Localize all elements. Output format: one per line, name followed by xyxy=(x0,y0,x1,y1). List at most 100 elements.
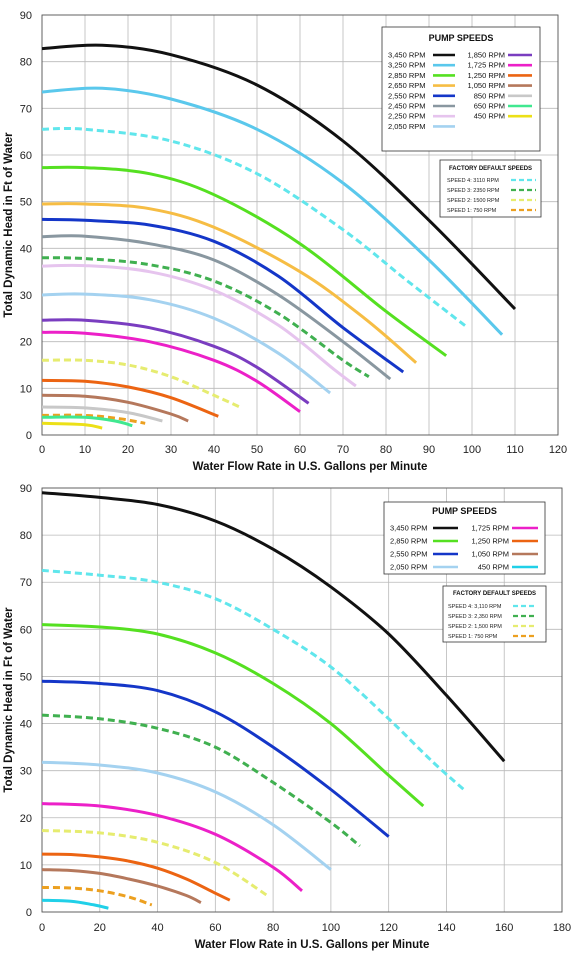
legend-box xyxy=(381,26,541,152)
y-tick-label: 0 xyxy=(26,907,32,919)
y-tick-label: 10 xyxy=(20,860,32,872)
legend-label: 650 RPM xyxy=(474,102,505,111)
x-tick-label: 110 xyxy=(506,444,524,456)
series-line-sp4-dashed xyxy=(41,568,465,791)
legend-label: SPEED 1: 750 RPM xyxy=(448,634,498,640)
legend-box xyxy=(439,159,542,218)
y-tick-label: 40 xyxy=(20,719,32,731)
legend-label: SPEED 2: 1500 RPM xyxy=(447,198,500,204)
legend-label: 1,250 RPM xyxy=(471,537,509,546)
plot-frame xyxy=(41,14,559,436)
chart-2: 0 20 40 60 80 100 120 140 160 180 0 10 20 30 40 50 60 70 8… xyxy=(3,483,571,951)
series-line-1050 xyxy=(41,868,202,904)
x-tick-label: 60 xyxy=(294,444,306,456)
y-tick-label: 20 xyxy=(20,337,32,349)
x-tick-label: 120 xyxy=(549,444,567,456)
legend-label: 450 RPM xyxy=(474,112,505,121)
y-tick-label: 50 xyxy=(20,671,32,683)
legend-label: 450 RPM xyxy=(478,563,509,572)
legend-title: FACTORY DEFAULT SPEEDS xyxy=(449,166,532,172)
x-tick-label: 100 xyxy=(322,922,340,934)
series-line-2050 xyxy=(41,760,332,871)
series-line-sp3-dashed xyxy=(41,713,361,848)
x-tick-label: 120 xyxy=(379,922,397,934)
y-tick-label: 90 xyxy=(20,10,32,22)
series-line-sp1-dashed xyxy=(41,886,153,907)
series-group xyxy=(41,491,506,910)
series-line-3250 xyxy=(41,86,504,336)
legend-label: SPEED 3: 2350 RPM xyxy=(447,188,500,194)
series-line-3450 xyxy=(41,43,517,311)
series-line-2450 xyxy=(41,234,392,381)
legend-label: 1,050 RPM xyxy=(471,550,509,559)
x-tick-label: 40 xyxy=(151,922,163,934)
y-tick-label: 30 xyxy=(20,290,32,302)
y-tick-label: 90 xyxy=(20,483,32,495)
x-axis-title: Water Flow Rate in U.S. Gallons per Minu… xyxy=(195,939,430,951)
y-axis-title: Total Dynamic Head in Ft of Water xyxy=(3,132,15,318)
series-line-1250 xyxy=(41,378,219,418)
y-tick-label: 0 xyxy=(26,430,32,442)
series-line-2550 xyxy=(41,217,405,374)
legend-label: 1,850 RPM xyxy=(467,51,505,60)
x-tick-label: 0 xyxy=(39,444,45,456)
legend-label: 1,725 RPM xyxy=(471,524,509,533)
legend-label: SPEED 1: 750 RPM xyxy=(447,208,497,214)
x-tick-label: 70 xyxy=(337,444,349,456)
series-line-1725 xyxy=(41,802,303,892)
series-line-3450 xyxy=(41,491,506,763)
series-line-850 xyxy=(41,405,163,423)
y-tick-label: 60 xyxy=(20,150,32,162)
legend-box xyxy=(383,501,546,575)
legend-label: 2,650 RPM xyxy=(388,81,426,90)
legend-label: 850 RPM xyxy=(474,91,505,100)
legend-pump-speeds: PUMP SPEEDS 3,450 RPM 2,850 RPM 2,550 RPM 2,… xyxy=(383,501,546,575)
y-tick-label: 10 xyxy=(20,383,32,395)
legend-label: 2,050 RPM xyxy=(388,122,426,131)
x-tick-label: 80 xyxy=(267,922,279,934)
legend-label: 2,050 RPM xyxy=(390,563,428,572)
legend-label: SPEED 2: 1,500 RPM xyxy=(448,624,502,630)
y-tick-label: 30 xyxy=(20,766,32,778)
legend-label: 2,550 RPM xyxy=(390,550,428,559)
legend-factory-defaults: FACTORY DEFAULT SPEEDS SPEED 4: 3110 RPM S… xyxy=(439,159,542,218)
x-tick-label: 40 xyxy=(208,444,220,456)
series-line-2650 xyxy=(41,202,418,364)
y-tick-label: 80 xyxy=(20,57,32,69)
legend-label: 2,550 RPM xyxy=(388,91,426,100)
x-tick-label: 20 xyxy=(122,444,134,456)
series-line-1850 xyxy=(41,318,310,405)
series-line-450b xyxy=(41,898,109,910)
x-tick-label: 0 xyxy=(39,922,45,934)
legend-label: 1,050 RPM xyxy=(467,81,505,90)
legend-title: FACTORY DEFAULT SPEEDS xyxy=(453,591,536,597)
series-line-1050 xyxy=(41,393,189,423)
x-tick-label: 60 xyxy=(209,922,221,934)
y-tick-label: 40 xyxy=(20,243,32,255)
legend-label: 2,850 RPM xyxy=(388,71,426,80)
x-tick-label: 30 xyxy=(165,444,177,456)
y-tick-label: 80 xyxy=(20,530,32,542)
series-line-1250 xyxy=(41,852,231,902)
x-tick-label: 20 xyxy=(94,922,106,934)
legend-label: SPEED 3: 2,350 RPM xyxy=(448,614,502,620)
series-line-2250 xyxy=(41,263,357,388)
legend-label: 3,250 RPM xyxy=(388,61,426,70)
x-tick-label: 50 xyxy=(251,444,263,456)
y-axis-title: Total Dynamic Head in Ft of Water xyxy=(3,607,15,793)
chart-1: 0 10 20 30 40 50 60 70 80 90 100 110 120 0 10 20 30 40 50 6… xyxy=(3,10,567,473)
series-line-2850 xyxy=(41,623,425,808)
legend-label: 3,450 RPM xyxy=(390,524,428,533)
x-tick-label: 140 xyxy=(437,922,455,934)
y-tick-label: 60 xyxy=(20,624,32,636)
x-tick-label: 160 xyxy=(495,922,513,934)
x-tick-label: 80 xyxy=(380,444,392,456)
series-line-sp4-dashed xyxy=(41,126,469,329)
series-line-sp2-dashed xyxy=(41,829,269,897)
series-line-450 xyxy=(41,421,103,430)
y-tick-label: 50 xyxy=(20,197,32,209)
legend-label: SPEED 4: 3,110 RPM xyxy=(448,604,502,610)
